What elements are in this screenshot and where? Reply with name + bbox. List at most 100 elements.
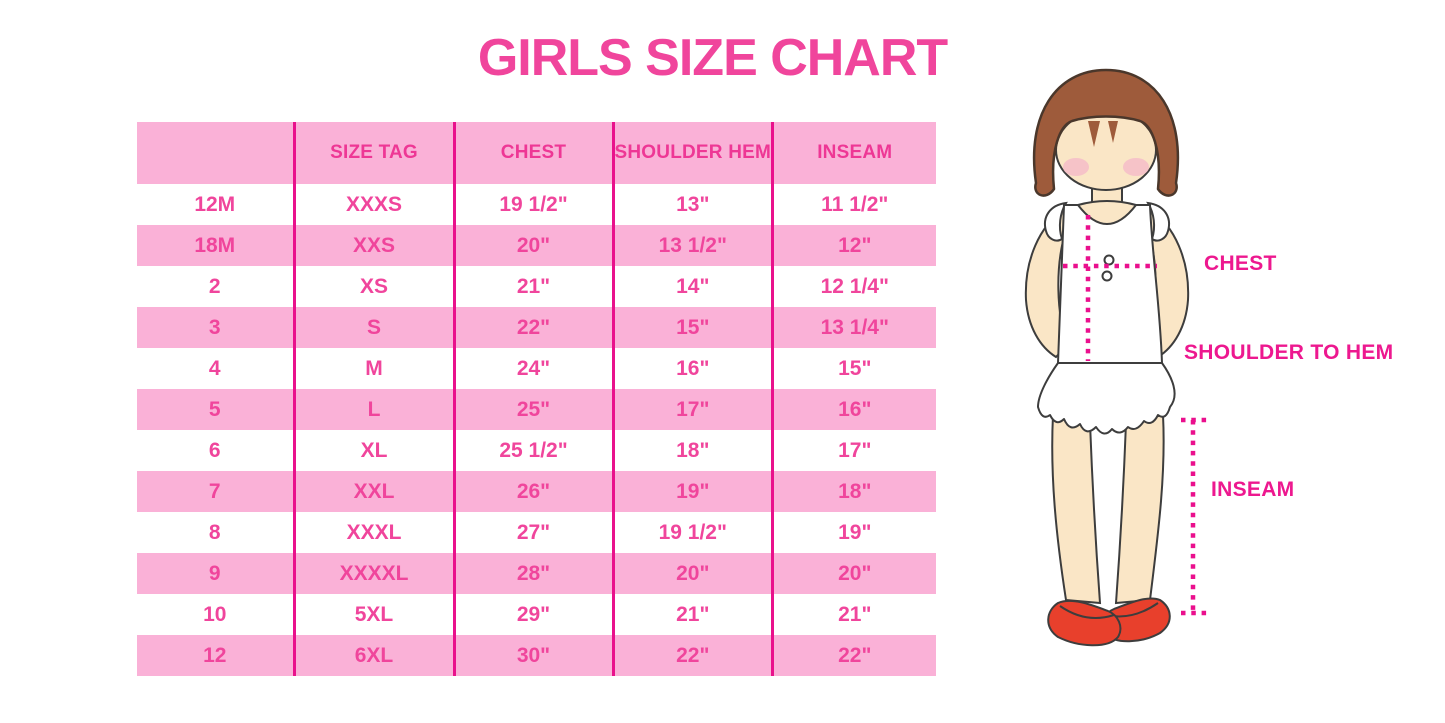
table-row: 2 XS 21" 14" 12 1/4" (137, 266, 936, 307)
table-cell: 20" (771, 553, 936, 594)
table-cell: 14" (611, 266, 773, 307)
peplum-skirt (1037, 362, 1176, 435)
girl-illustration (1024, 68, 1209, 647)
table-cell: 21" (452, 266, 613, 307)
button-top (1103, 254, 1115, 266)
table-cell: 6 (208, 438, 221, 462)
table-cell: 13 1/2" (611, 225, 773, 266)
header-row: SIZE TAG CHEST SHOULDER HEM INSEAM (137, 122, 936, 184)
table-cell: 13 1/4" (771, 307, 936, 348)
table-cell: 13" (611, 184, 773, 225)
bangs-strand-right (1108, 121, 1118, 143)
table-cell: 18M (194, 233, 236, 257)
column-header: SIZE TAG (292, 122, 454, 184)
size-table-body: 12M XXXS 19 1/2" 13" 11 1/2" 18M XXS 20" 13 1/2"… (137, 184, 936, 676)
table-row: 8 XXXL 27" 19 1/2" 19" (137, 512, 936, 553)
table-cell: 5 (208, 397, 221, 421)
right-sleeve-ruffle (1146, 201, 1170, 242)
table-cell: 20" (452, 225, 613, 266)
bangs-strand-left (1088, 121, 1100, 147)
inseam-label: INSEAM (1211, 478, 1295, 501)
table-cell: 8 (208, 520, 221, 544)
column-header: INSEAM (771, 122, 936, 184)
table-cell: XXXS (292, 184, 454, 225)
table-cell: 26" (452, 471, 613, 512)
table-cell: 17" (771, 430, 936, 471)
table-cell: L (292, 389, 454, 430)
table-row: 18M XXS 20" 13 1/2" 12" (137, 225, 936, 266)
left-blush (1063, 158, 1089, 176)
table-cell: 2 (208, 274, 221, 298)
table-cell: 16" (611, 348, 773, 389)
table-cell: 12 (203, 643, 227, 667)
table-cell: 21" (611, 594, 773, 635)
table-cell: 15" (771, 348, 936, 389)
table-cell: 27" (452, 512, 613, 553)
measurement-figure: CHEST SHOULDER TO HEM INSEAM (1000, 55, 1440, 695)
table-cell: 18" (771, 471, 936, 512)
table-cell: 5XL (292, 594, 454, 635)
neckline (1076, 200, 1138, 225)
table-cell: 25 1/2" (452, 430, 613, 471)
table-cell: 9 (208, 561, 221, 585)
table-row: 12 6XL 30" 22" 22" (137, 635, 936, 676)
table-cell: 11 1/2" (771, 184, 936, 225)
table-row: 10 5XL 29" 21" 21" (137, 594, 936, 635)
table-row: 9 XXXXL 28" 20" 20" (137, 553, 936, 594)
table-cell: 28" (452, 553, 613, 594)
left-arm (1024, 208, 1070, 359)
column-header: CHEST (452, 122, 613, 184)
table-cell: 25" (452, 389, 613, 430)
table-cell: 3 (208, 315, 221, 339)
table-cell: 6XL (292, 635, 454, 676)
table-cell: XS (292, 266, 454, 307)
size-table-header: SIZE TAG CHEST SHOULDER HEM INSEAM (137, 122, 936, 184)
column-header: SHOULDER HEM (611, 122, 773, 184)
girls-size-table: SIZE TAG CHEST SHOULDER HEM INSEAM 12M XXXS 1… (137, 122, 936, 676)
right-leg (1114, 413, 1165, 605)
table-cell: 19" (771, 512, 936, 553)
table-cell: 19" (611, 471, 773, 512)
table-cell: 17" (611, 389, 773, 430)
table-cell: 16" (771, 389, 936, 430)
page-title: GIRLS SIZE CHART (477, 29, 948, 87)
table-row: 5 L 25" 17" 16" (137, 389, 936, 430)
table-cell: 29" (452, 594, 613, 635)
table-cell: 4 (208, 356, 221, 380)
table-cell: 18" (611, 430, 773, 471)
left-sleeve-ruffle (1044, 201, 1068, 242)
table-cell: 19 1/2" (611, 512, 773, 553)
table-cell: 19 1/2" (452, 184, 613, 225)
table-cell: XL (292, 430, 454, 471)
table-cell: 30" (452, 635, 613, 676)
table-row: 12M XXXS 19 1/2" 13" 11 1/2" (137, 184, 936, 225)
left-shoe-strap (1059, 605, 1115, 619)
table-cell: XXXXL (292, 553, 454, 594)
table-cell: 20" (611, 553, 773, 594)
table-cell: XXL (292, 471, 454, 512)
table-row: 3 S 22" 15" 13 1/4" (137, 307, 936, 348)
table-cell: 12M (194, 192, 236, 216)
shoulder-to-hem-label: SHOULDER TO HEM (1184, 341, 1394, 364)
right-blush (1123, 158, 1149, 176)
table-cell: 7 (208, 479, 221, 503)
left-shoe (1047, 599, 1122, 647)
table-cell: 10 (203, 602, 227, 626)
table-cell: 24" (452, 348, 613, 389)
table-cell: XXS (292, 225, 454, 266)
hair (1032, 68, 1180, 197)
button-bottom (1101, 270, 1113, 282)
table-row: 7 XXL 26" 19" 18" (137, 471, 936, 512)
top-bodice (1056, 204, 1164, 364)
table-cell: 15" (611, 307, 773, 348)
table-cell: XXXL (292, 512, 454, 553)
column-header (137, 122, 294, 184)
table-row: 4 M 24" 16" 15" (137, 348, 936, 389)
table-cell: 12" (771, 225, 936, 266)
table-row: 6 XL 25 1/2" 18" 17" (137, 430, 936, 471)
table-cell: 22" (611, 635, 773, 676)
table-cell: S (292, 307, 454, 348)
table-cell: 12 1/4" (771, 266, 936, 307)
table-cell: 22" (452, 307, 613, 348)
table-cell: M (292, 348, 454, 389)
